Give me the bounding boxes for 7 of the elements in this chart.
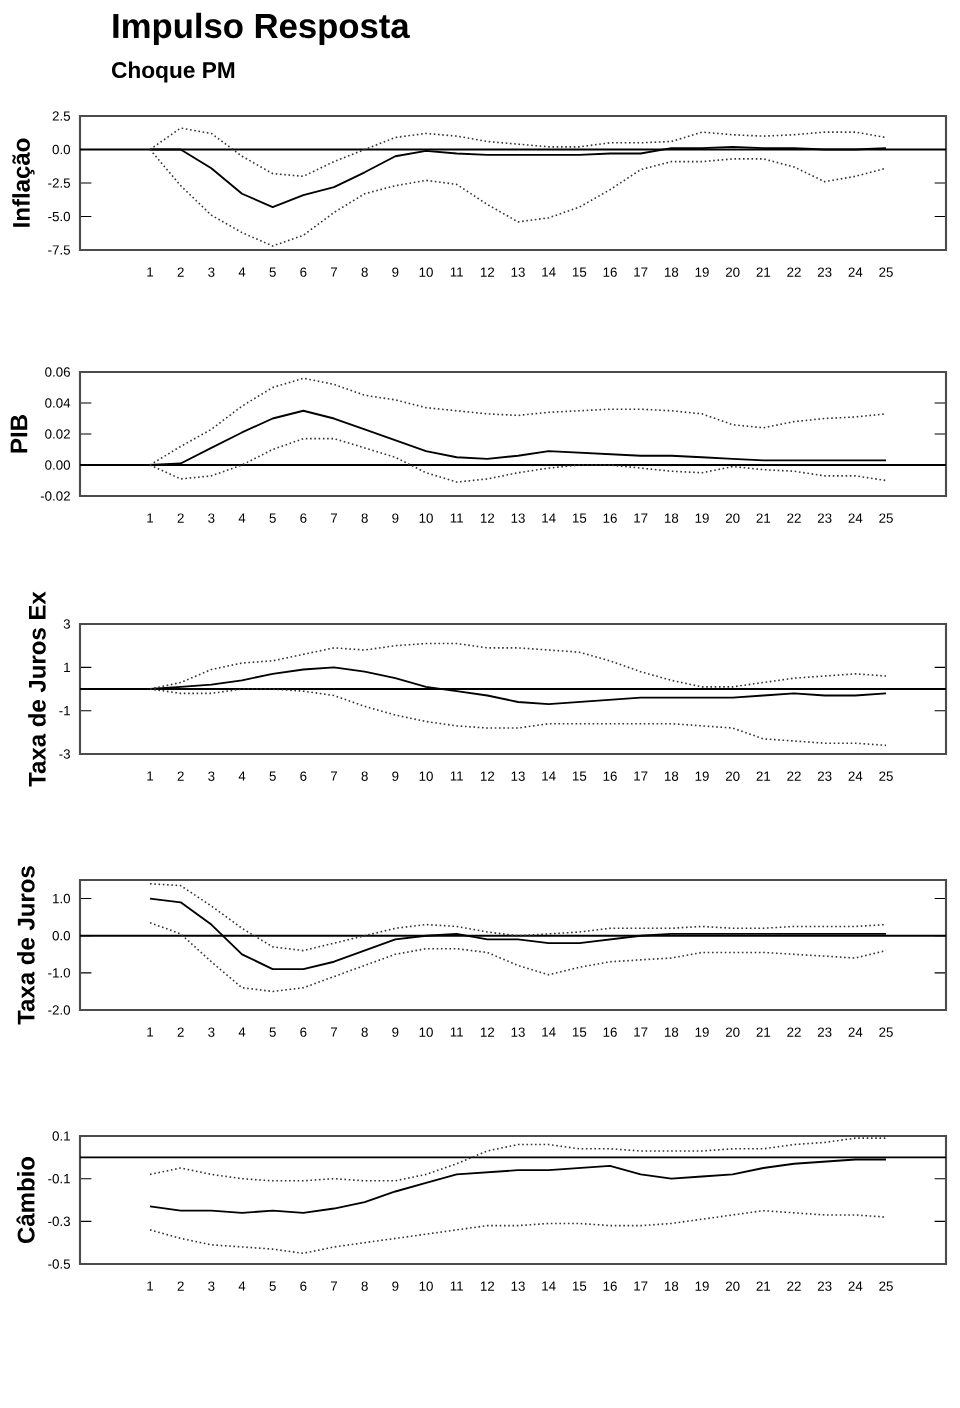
y-axis-title: Inflação xyxy=(12,138,35,227)
y-axis-title: PIB xyxy=(10,415,28,453)
y-axis-title: Taxa de Juros xyxy=(16,866,35,1025)
y-axis-title: Taxa de Juros Ex xyxy=(28,591,46,787)
y-axis-title: Câmbio xyxy=(16,1156,35,1244)
chart-subtitle: Choque PM xyxy=(111,61,235,83)
chart-title: Impulso Resposta xyxy=(113,12,410,46)
